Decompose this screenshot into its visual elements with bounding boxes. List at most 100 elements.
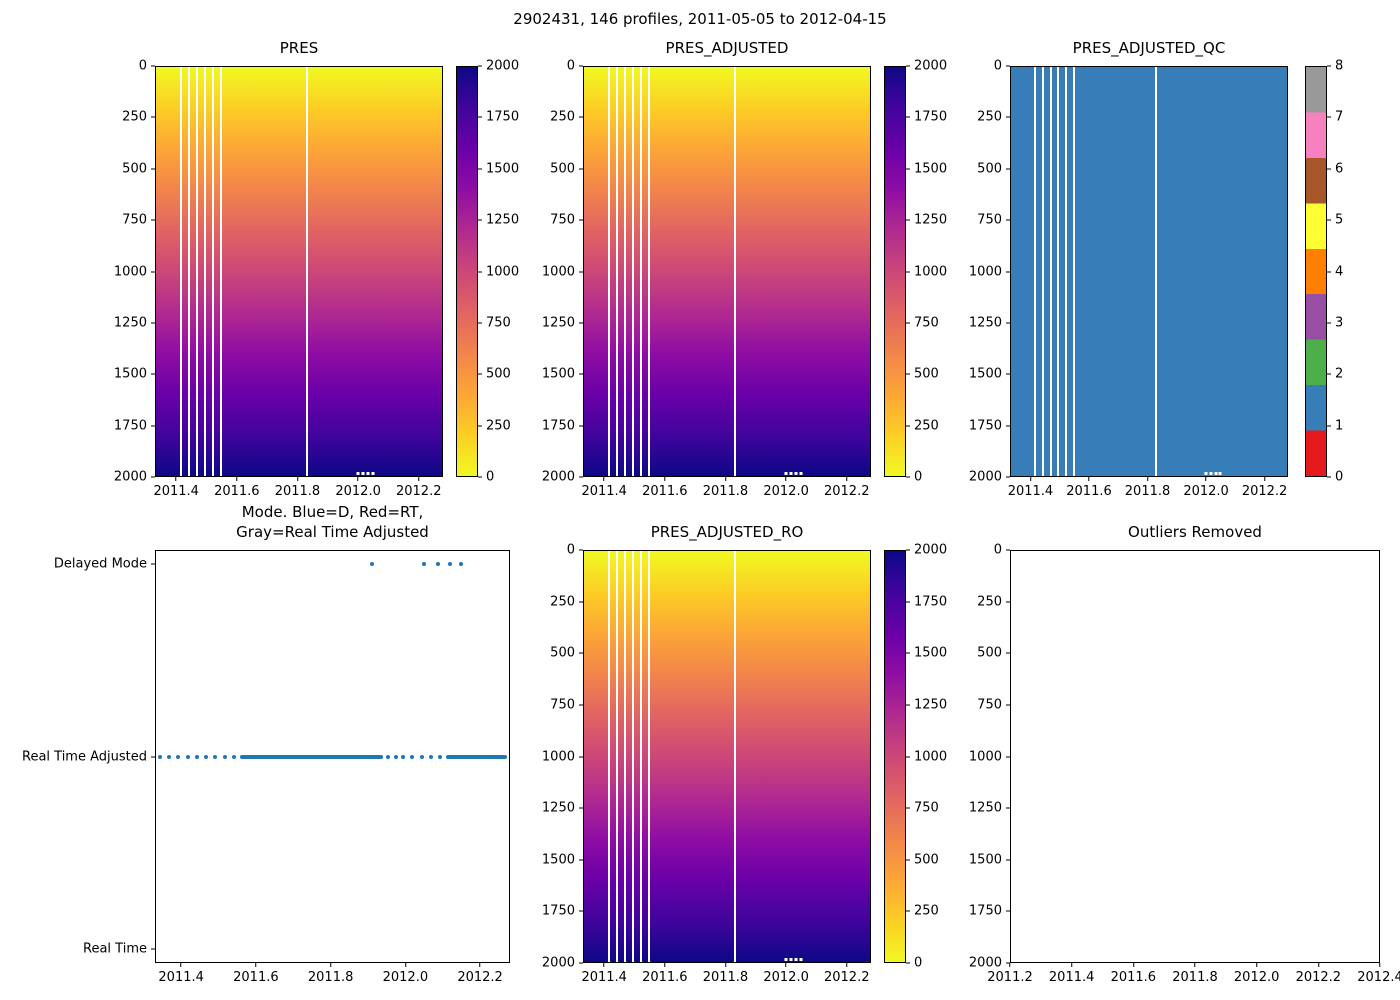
colorbar-tick-label: 0 bbox=[1335, 469, 1344, 485]
y-tick: 1000 bbox=[969, 264, 1010, 279]
y-tick-label: 500 bbox=[550, 161, 575, 177]
x-tick-mark bbox=[1194, 963, 1196, 967]
y-tick-mark bbox=[579, 756, 583, 757]
y-tick-mark bbox=[579, 116, 583, 118]
real-time-adjusted-dot bbox=[419, 754, 424, 759]
y-tick-label: 2000 bbox=[541, 955, 575, 971]
missing-profile-gap bbox=[616, 67, 619, 476]
mode-scatter-canvas bbox=[155, 550, 510, 963]
missing-profile-gap bbox=[220, 67, 223, 476]
x-tick-label: 2011.4 bbox=[153, 484, 199, 499]
x-tick-label: 2012.2 bbox=[1241, 484, 1288, 499]
shallow-profile-gap bbox=[361, 472, 365, 475]
x-tick: 2011.8 bbox=[1125, 477, 1170, 499]
y-tick-label: 1750 bbox=[968, 418, 1002, 434]
missing-profile-gap bbox=[179, 67, 182, 476]
missing-profile-gap bbox=[1064, 67, 1067, 476]
figure-title: 2902431, 146 profiles, 2011-05-05 to 201… bbox=[513, 10, 887, 28]
y-tick-mark bbox=[1006, 549, 1010, 551]
colorbar-tick-mark bbox=[906, 549, 910, 551]
y-tick-label: 1000 bbox=[541, 264, 575, 279]
x-tick: 2012.4 bbox=[1357, 963, 1400, 985]
missing-profile-gap bbox=[648, 551, 651, 962]
y-tick-label: 1000 bbox=[113, 264, 147, 279]
colorbar-tick: 750 bbox=[906, 801, 939, 816]
y-tick-label: 750 bbox=[550, 697, 575, 713]
x-tick-mark bbox=[1147, 477, 1149, 481]
colorbar-tick-label: 750 bbox=[914, 315, 939, 331]
y-tick-mark bbox=[579, 219, 583, 221]
subplot-mode-title-line1: Mode. Blue=D, Red=RT, bbox=[241, 503, 424, 521]
y-tick: 500 bbox=[977, 646, 1010, 661]
y-tick: 1750 bbox=[542, 418, 583, 433]
y-tick-label: 1500 bbox=[968, 366, 1002, 382]
y-tick-mark bbox=[1006, 962, 1010, 964]
y-tick-mark bbox=[579, 271, 583, 272]
y-tick: 2000 bbox=[969, 956, 1010, 971]
y-tick: 0 bbox=[567, 59, 583, 74]
y-tick-label: 1250 bbox=[968, 800, 1002, 816]
colorbar-tick-mark bbox=[478, 322, 482, 324]
colorbar-tick: 500 bbox=[478, 367, 511, 382]
y-tick-label: 1500 bbox=[541, 852, 575, 868]
x-tick-label: 2011.8 bbox=[702, 484, 749, 499]
y-tick-mark bbox=[151, 476, 155, 478]
x-tick: 2011.4 bbox=[581, 477, 627, 499]
x-tick: 2012.0 bbox=[1183, 477, 1229, 499]
y-tick: Delayed Mode bbox=[54, 556, 155, 571]
y-tick-mark bbox=[579, 549, 583, 551]
y-tick: 0 bbox=[567, 543, 583, 558]
y-tick-label: 1250 bbox=[541, 315, 575, 331]
colorbar-tick-mark bbox=[906, 168, 910, 170]
missing-profile-gap bbox=[1049, 67, 1052, 476]
shallow-profile-gap bbox=[1204, 472, 1208, 475]
colorbar-tick-label: 1250 bbox=[914, 212, 948, 228]
colorbar-tick-mark bbox=[906, 373, 910, 375]
colorbar-tick-label: 1000 bbox=[486, 264, 520, 279]
missing-profile-gap bbox=[623, 67, 626, 476]
shallow-profile-gap bbox=[356, 472, 360, 475]
y-tick-label: 2000 bbox=[968, 469, 1002, 485]
y-tick-label: 1500 bbox=[541, 366, 575, 382]
x-tick-mark bbox=[296, 477, 298, 481]
y-tick-mark bbox=[1006, 859, 1010, 861]
y-tick-mark bbox=[579, 476, 583, 478]
colorbar-tick: 500 bbox=[906, 367, 939, 382]
x-tick-label: 2012.4 bbox=[1357, 970, 1400, 985]
pres-heatmap-canvas bbox=[155, 66, 443, 477]
real-time-adjusted-dot bbox=[438, 754, 443, 759]
y-tick: 1250 bbox=[542, 315, 583, 330]
x-tick-label: 2011.8 bbox=[702, 970, 749, 985]
y-tick: 500 bbox=[977, 161, 1010, 176]
missing-profile-gap bbox=[1072, 67, 1075, 476]
colorbar-tick: 2000 bbox=[906, 543, 947, 558]
shallow-profile-gap bbox=[784, 958, 788, 961]
y-tick: 2000 bbox=[542, 956, 583, 971]
delayed-mode-dot bbox=[458, 562, 463, 567]
y-tick-mark bbox=[1006, 65, 1010, 67]
y-tick: 1000 bbox=[114, 264, 155, 279]
shallow-profile-gap bbox=[799, 472, 803, 475]
x-tick: 2012.2 bbox=[457, 963, 503, 985]
y-tick-label: 750 bbox=[977, 697, 1002, 713]
colorbar-pres: 2000 1750 1500 1250 1000 750 500 250 0 bbox=[456, 59, 519, 485]
colorbar-tick-label: 500 bbox=[914, 366, 939, 382]
y-tick-label: 250 bbox=[550, 109, 575, 125]
colorbar-tick-mark bbox=[1327, 322, 1331, 324]
x-tick-label: 2011.4 bbox=[581, 970, 627, 985]
shallow-profile-gap bbox=[1218, 472, 1222, 475]
y-tick-mark bbox=[579, 652, 583, 654]
y-tick-mark bbox=[579, 910, 583, 912]
y-tick: 1750 bbox=[969, 418, 1010, 433]
colorbar-tick: 1250 bbox=[906, 213, 947, 228]
colorbar-tick-mark bbox=[906, 807, 910, 809]
x-tick-mark bbox=[846, 477, 848, 481]
y-tick-label: 750 bbox=[977, 212, 1002, 228]
y-tick: 250 bbox=[122, 110, 155, 125]
y-tick-mark bbox=[151, 271, 155, 272]
colorbar-tick: 1000 bbox=[906, 749, 947, 764]
colorbar-tick-label: 250 bbox=[914, 903, 939, 919]
x-tick-mark bbox=[603, 963, 605, 967]
colorbar-tick-mark bbox=[906, 910, 910, 912]
colorbar-tick-label: 1250 bbox=[914, 697, 948, 713]
